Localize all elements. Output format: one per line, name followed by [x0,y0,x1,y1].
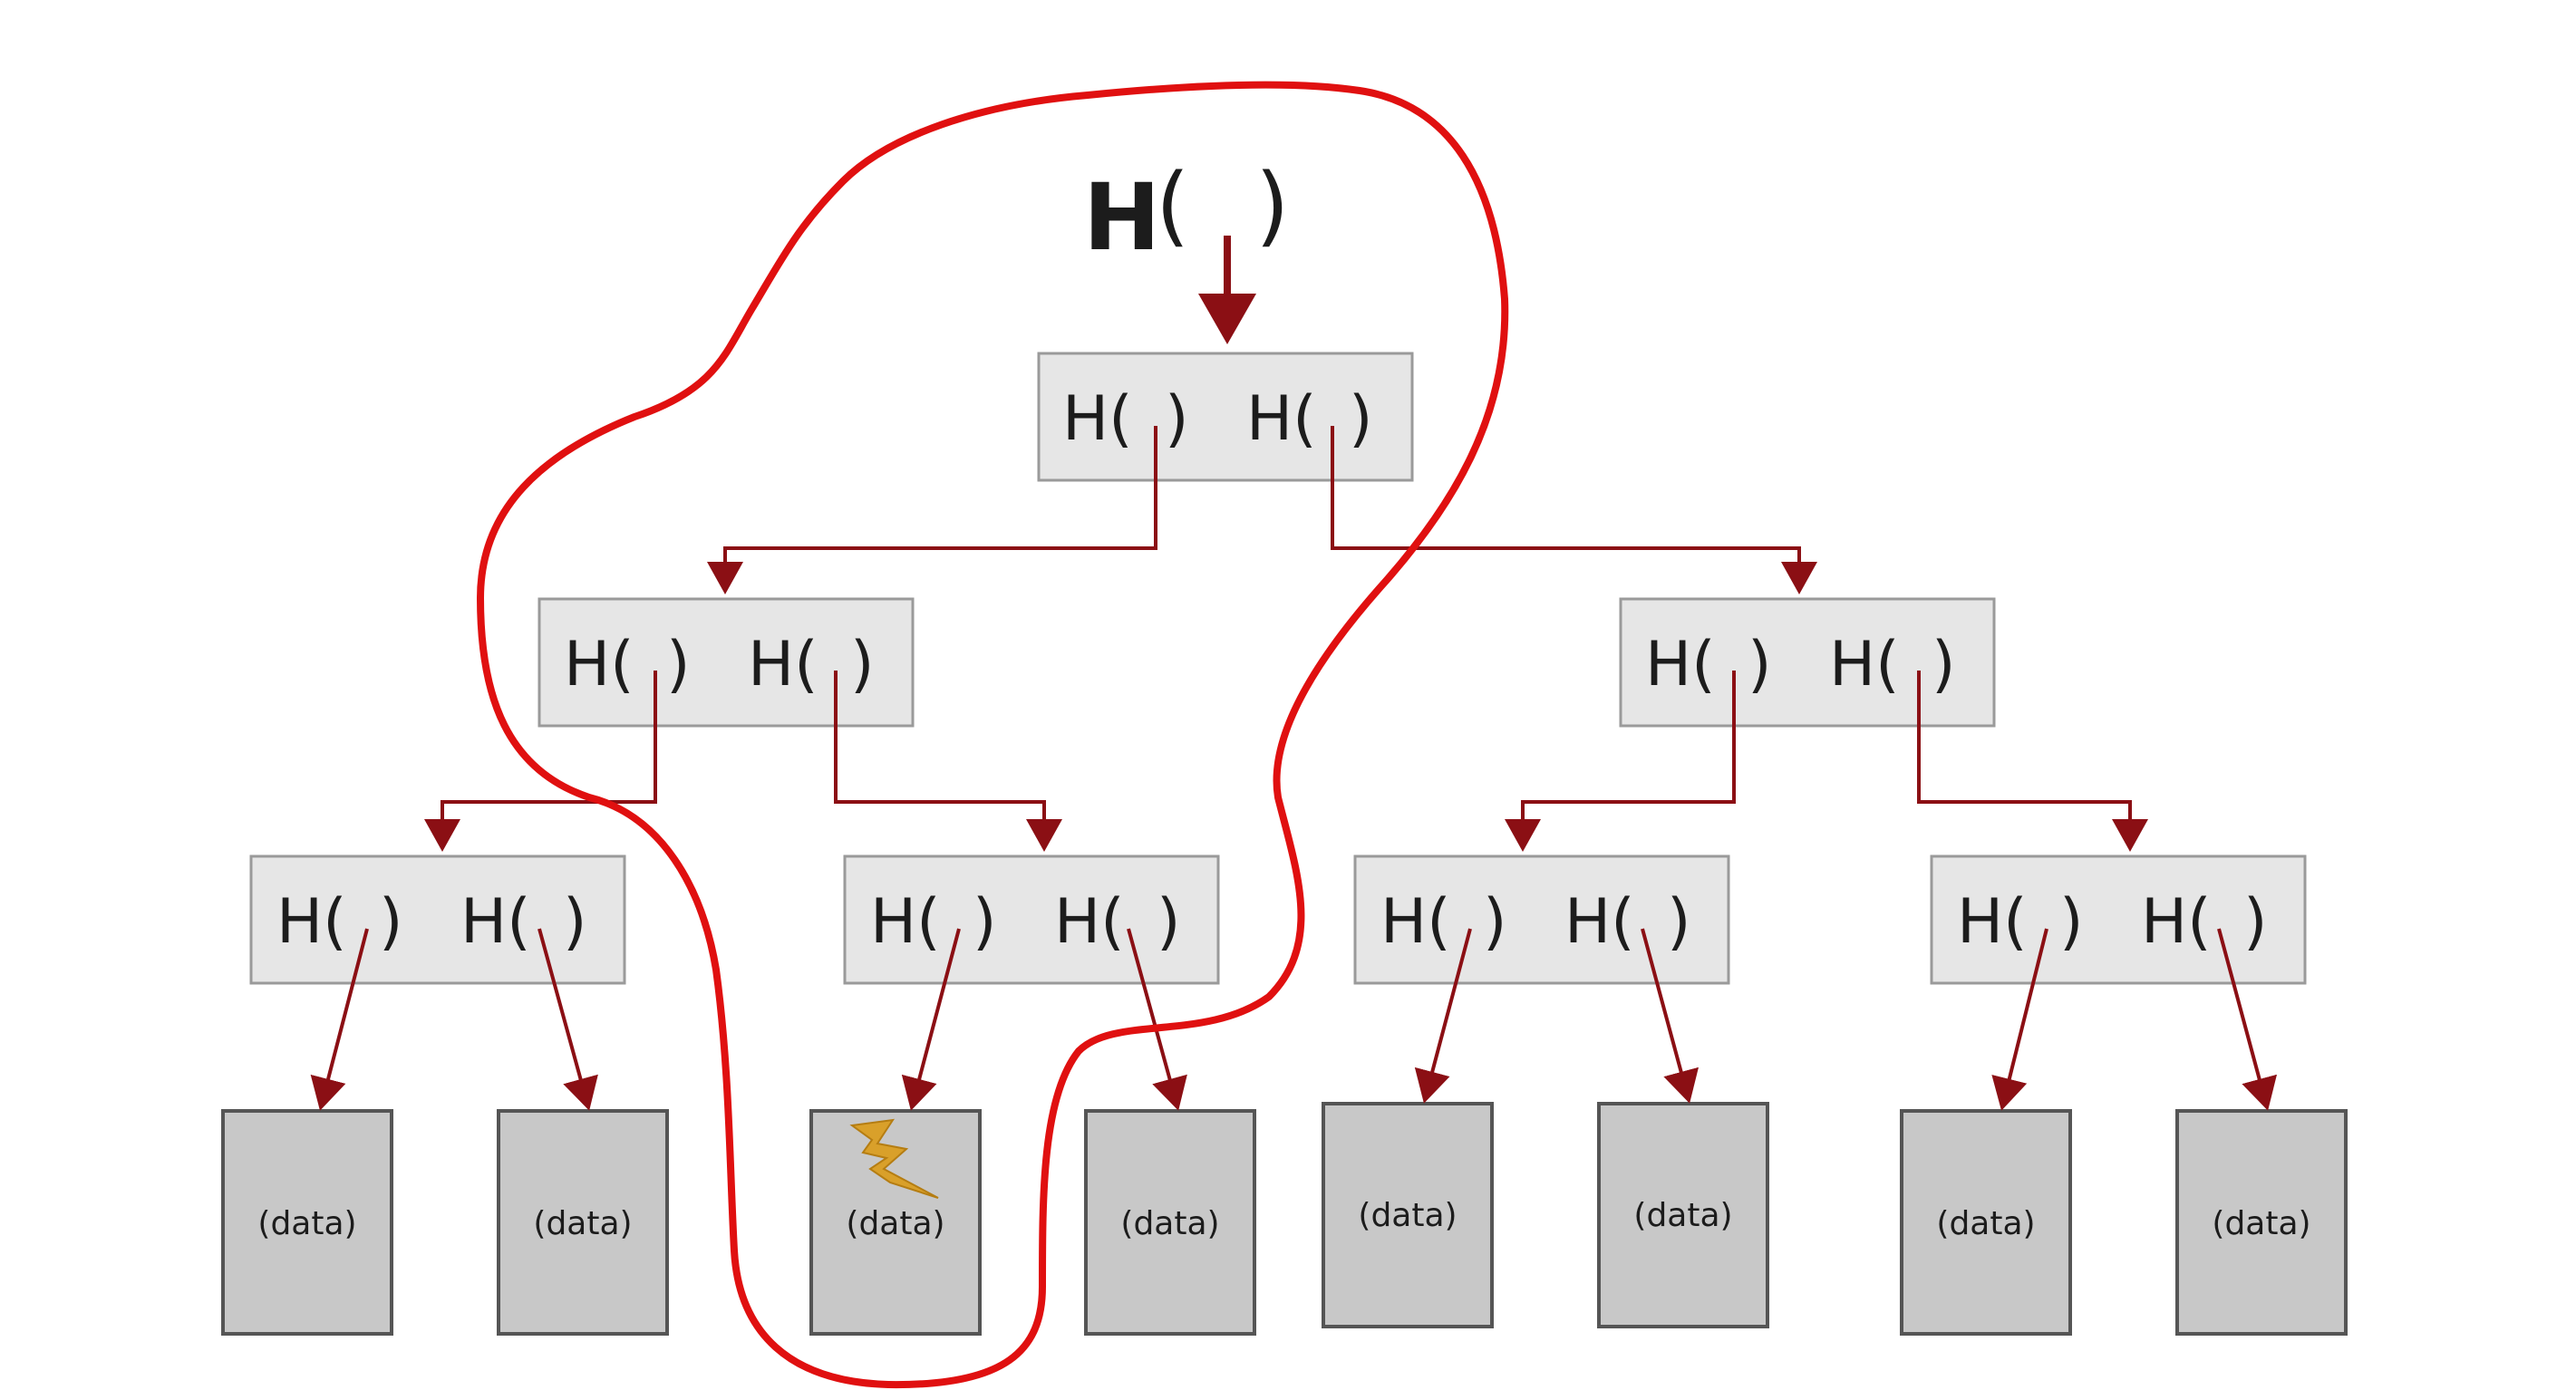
elbow-arrow [834,671,1062,852]
node-right-hash-close: ) [1157,886,1181,958]
node-right-hash-open: H( [748,629,818,700]
leaf-label: (data) [846,1205,944,1242]
leaf-box [1900,1109,2072,1336]
node-right-hash-open: H( [1564,886,1635,958]
node-right-hash-close: ) [850,629,875,700]
node-right-hash-open: H( [460,886,531,958]
node-left-hash-close: ) [1483,886,1507,958]
leaf-box [1322,1102,1494,1328]
node-box [1353,854,1730,985]
node-right-hash-open: H( [1829,629,1900,700]
lightning-bolt-icon [849,1118,939,1199]
node-left-hash-close: ) [973,886,997,958]
leaf-box [1084,1109,1256,1336]
leaf-arrow [1414,928,1472,1104]
node-right-hash-open: H( [1246,383,1317,455]
highlight-outline [477,81,1509,1389]
root-open-paren: ( [1156,155,1189,256]
node-right-hash-close: ) [563,886,587,958]
level-1-node-left: H( ) H( ) [537,597,915,728]
node-left-hash-open: H( [1645,629,1716,700]
node-right-hash-open: H( [2141,886,2212,958]
node-left-hash-close: ) [666,629,691,700]
leaf-box [497,1109,669,1336]
root-hash: H ( ) [1083,155,1289,272]
elbow-arrow [1917,671,2148,852]
level-2-node-4: H( ) H( ) [1930,854,2307,985]
elbow-arrow [1331,426,1817,594]
node-right-hash-close: ) [1349,383,1373,455]
node-left-hash-close: ) [2059,886,2084,958]
leaf-box [221,1109,393,1336]
leaf-arrow [310,928,369,1111]
data-leaf-8: (data) [2175,1109,2348,1336]
elbow-arrow [424,671,657,852]
leaf-arrow [1641,928,1700,1104]
level-0-node: H( ) H( ) [1037,352,1414,482]
node-box [537,597,915,728]
node-left-hash-close: ) [1165,383,1189,455]
level-2-node-2: H( ) H( ) [843,854,1220,985]
node-left-hash-open: H( [1062,383,1133,455]
level-1-node-right: H( ) H( ) [1619,597,1996,728]
node-box [1037,352,1414,482]
leaf-label: (data) [257,1205,356,1242]
node-left-hash-close: ) [379,886,403,958]
leaf-box [1597,1102,1769,1328]
node-left-hash-open: H( [1380,886,1451,958]
root-hash-label: H [1083,164,1160,272]
data-leaf-2: (data) [497,1109,669,1336]
leaf-label: (data) [2212,1205,2310,1242]
node-right-hash-close: ) [1932,629,1956,700]
leaf-box [2175,1109,2348,1336]
tree-arrows [310,236,2278,1111]
node-box [1619,597,1996,728]
node-right-hash-close: ) [2243,886,2268,958]
leaf-arrow [1991,928,2048,1111]
node-box [249,854,626,985]
leaf-arrow [2217,928,2278,1111]
data-leaf-4: (data) [1084,1109,1256,1336]
node-left-hash-open: H( [564,629,634,700]
leaf-label: (data) [1633,1197,1732,1234]
node-left-hash-open: H( [276,886,347,958]
node-left-hash-close: ) [1748,629,1772,700]
node-right-hash-close: ) [1667,886,1691,958]
data-leaf-5: (data) [1322,1102,1494,1328]
node-left-hash-open: H( [1957,886,2028,958]
elbow-arrow [707,426,1157,594]
leaf-label: (data) [1120,1205,1219,1242]
node-box [843,854,1220,985]
leaf-label: (data) [1936,1205,2035,1242]
node-right-hash-open: H( [1054,886,1125,958]
elbow-arrow [1505,671,1736,852]
level-2-node-1: H( ) H( ) [249,854,626,985]
data-leaf-7: (data) [1900,1109,2072,1336]
node-box [1930,854,2307,985]
node-left-hash-open: H( [870,886,941,958]
data-leaf-3-modified: (data) [809,1109,982,1336]
leaf-arrow [537,928,598,1111]
leaf-label: (data) [1358,1197,1457,1234]
root-close-paren: ) [1255,155,1289,256]
data-leaf-1: (data) [221,1109,393,1336]
leaf-arrow [1127,928,1187,1111]
leaf-label: (data) [533,1205,632,1242]
leaf-arrow [901,928,961,1111]
data-leaf-6: (data) [1597,1102,1769,1328]
level-2-node-3: H( ) H( ) [1353,854,1730,985]
